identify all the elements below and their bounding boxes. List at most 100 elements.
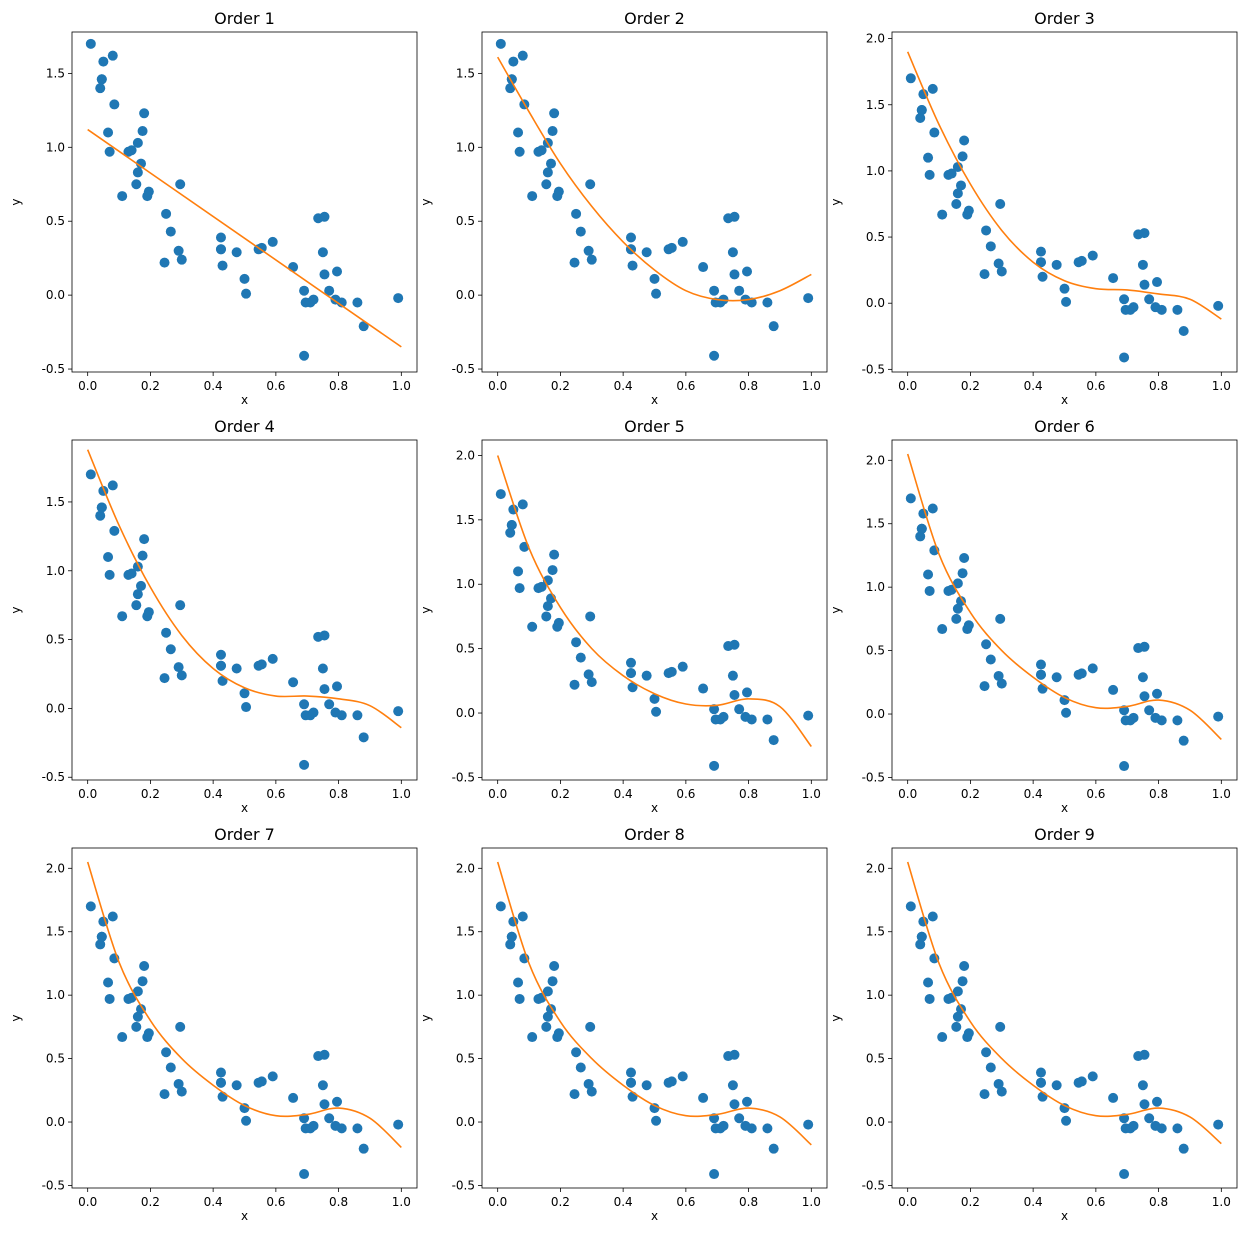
- axes-frame: [71, 31, 418, 373]
- data-point: [137, 976, 148, 987]
- data-point: [542, 1011, 553, 1022]
- y-tick-label: 1.5: [456, 925, 475, 939]
- data-point: [517, 50, 528, 61]
- data-point: [729, 211, 740, 222]
- x-tick-label: 0.0: [898, 379, 917, 393]
- data-point: [536, 581, 547, 592]
- data-point: [241, 288, 252, 299]
- data-point: [729, 1099, 740, 1110]
- data-point: [571, 637, 582, 648]
- data-point: [981, 225, 992, 236]
- data-point: [979, 1089, 990, 1100]
- data-point: [1137, 1080, 1148, 1091]
- axes-frame: [891, 847, 1238, 1189]
- data-point: [734, 285, 745, 296]
- data-point: [627, 1091, 638, 1102]
- data-point: [231, 247, 242, 258]
- data-point: [1035, 659, 1046, 670]
- data-point: [1035, 1077, 1046, 1088]
- data-point: [729, 690, 740, 700]
- data-point: [651, 1115, 662, 1126]
- y-tick-label: 1.0: [46, 140, 65, 154]
- data-point: [513, 977, 524, 988]
- data-point: [317, 663, 328, 674]
- data-point: [905, 493, 916, 504]
- data-point: [215, 649, 226, 660]
- data-point: [241, 1115, 252, 1126]
- plot-area: [495, 455, 814, 771]
- data-point: [132, 1011, 143, 1022]
- data-point: [319, 211, 330, 222]
- data-point: [625, 232, 636, 243]
- data-point: [666, 666, 677, 677]
- data-point: [137, 550, 148, 561]
- data-point: [231, 1080, 242, 1091]
- data-point: [1037, 271, 1048, 282]
- data-point: [267, 236, 278, 247]
- data-point: [505, 83, 516, 94]
- y-tick-label: 0.0: [866, 707, 885, 721]
- data-point: [929, 127, 940, 138]
- data-point: [143, 1028, 154, 1039]
- data-point: [1037, 1091, 1048, 1102]
- data-point: [319, 630, 330, 641]
- data-point: [132, 986, 143, 997]
- x-tick-label: 0.4: [1024, 1195, 1043, 1209]
- y-axis-label: y: [419, 198, 433, 205]
- y-tick-label: 0.5: [46, 633, 65, 647]
- data-point: [1076, 668, 1087, 679]
- subplot-title: Order 9: [1034, 825, 1095, 844]
- x-tick-label: 0.2: [551, 379, 570, 393]
- data-point: [393, 706, 404, 717]
- axes-frame: [891, 31, 1238, 373]
- data-point: [1035, 246, 1046, 257]
- y-axis-label: y: [419, 1014, 433, 1021]
- data-point: [957, 976, 968, 987]
- data-point: [393, 293, 404, 304]
- data-point: [641, 247, 652, 258]
- data-point: [505, 527, 516, 538]
- data-point: [993, 670, 1004, 681]
- data-point: [923, 152, 934, 163]
- y-tick-label: 1.5: [456, 513, 475, 527]
- data-point: [231, 663, 242, 674]
- data-point: [957, 151, 968, 162]
- data-point: [1178, 325, 1189, 336]
- data-point: [985, 241, 996, 252]
- data-point: [137, 126, 148, 137]
- data-point: [729, 639, 740, 650]
- data-point: [308, 1120, 319, 1131]
- y-axis-label: y: [829, 198, 843, 205]
- data-point: [308, 707, 319, 718]
- data-point: [107, 480, 118, 491]
- data-point: [131, 1021, 142, 1032]
- data-point: [718, 711, 729, 722]
- data-point: [299, 759, 310, 770]
- y-tick-label: 2.0: [46, 861, 65, 875]
- data-point: [336, 1123, 347, 1134]
- data-point: [139, 960, 150, 971]
- data-point: [1152, 688, 1163, 699]
- data-point: [963, 620, 974, 631]
- data-point: [1087, 250, 1098, 261]
- data-point: [937, 209, 948, 220]
- data-point: [1035, 1067, 1046, 1078]
- x-tick-label: 0.4: [614, 787, 633, 801]
- y-tick-label: 2.0: [456, 861, 475, 875]
- data-point: [1128, 712, 1139, 723]
- data-point: [742, 687, 753, 698]
- data-point: [95, 939, 106, 950]
- data-point: [1144, 705, 1155, 716]
- data-point: [803, 710, 814, 721]
- data-point: [959, 135, 970, 146]
- x-axis-label: x: [651, 1209, 658, 1223]
- y-tick-label: 1.5: [46, 925, 65, 939]
- data-point: [215, 1067, 226, 1078]
- y-axis-label: y: [9, 198, 23, 205]
- data-point: [165, 644, 176, 655]
- data-point: [677, 1071, 688, 1082]
- data-point: [905, 901, 916, 912]
- data-point: [1035, 257, 1046, 268]
- x-axis-label: x: [241, 393, 248, 407]
- y-tick-label: 1.0: [46, 988, 65, 1002]
